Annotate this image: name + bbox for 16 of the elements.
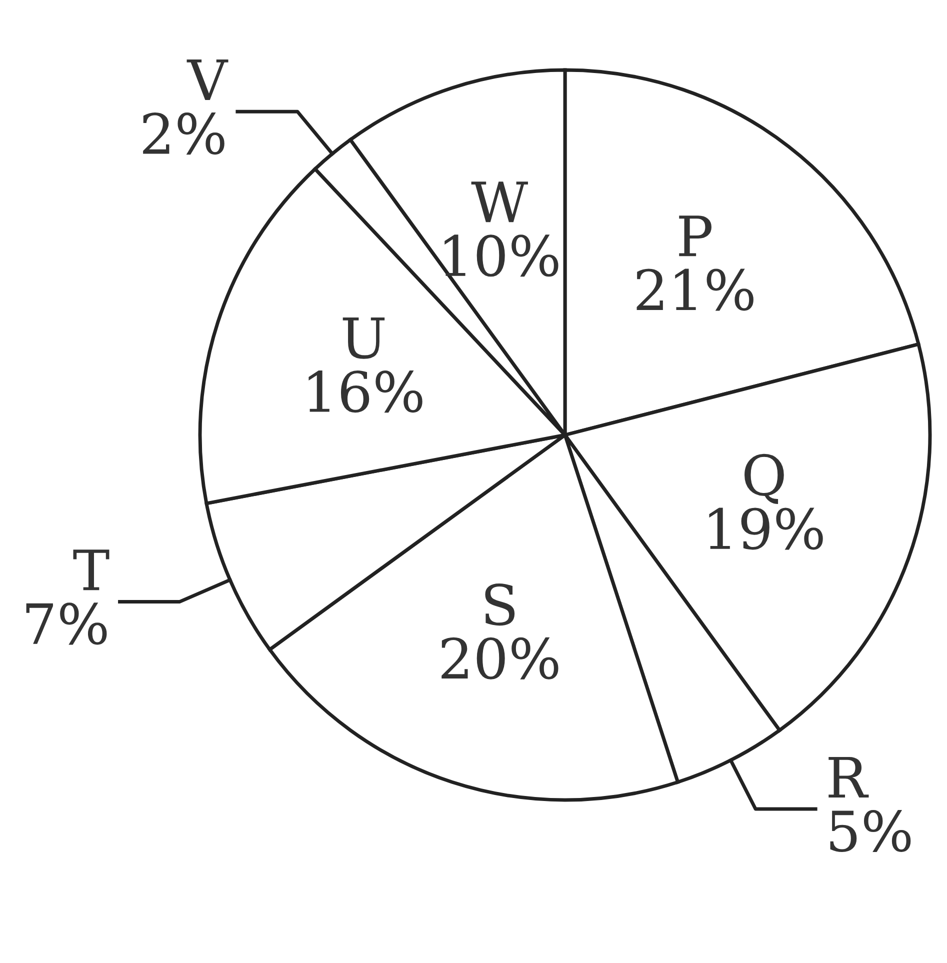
- data-label: 19%: [709, 508, 823, 550]
- data-label: 7%: [26, 602, 107, 645]
- slice-label: Q: [744, 454, 784, 504]
- slice-label: R: [828, 756, 869, 798]
- data-label: 10%: [444, 234, 558, 277]
- data-label: 5%: [830, 810, 911, 852]
- slice-label: V: [186, 60, 228, 100]
- data-label: 20%: [442, 637, 558, 680]
- data-label: 2%: [143, 112, 224, 155]
- slice-label: U: [342, 318, 385, 359]
- data-label: 21%: [636, 268, 754, 311]
- slice-label: S: [485, 584, 515, 626]
- data-label: 16%: [308, 370, 422, 413]
- slice-label: P: [679, 216, 712, 256]
- slice-label: T: [73, 550, 110, 590]
- slice-label: W: [471, 182, 528, 222]
